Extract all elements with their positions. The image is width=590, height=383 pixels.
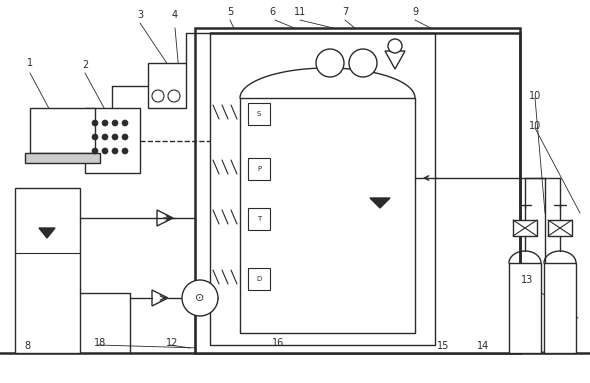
Text: 6: 6 — [269, 7, 275, 17]
Circle shape — [112, 148, 118, 154]
Bar — [210, 33, 435, 345]
Circle shape — [388, 39, 402, 53]
Bar — [148, 63, 186, 108]
Circle shape — [168, 90, 180, 102]
Text: P: P — [257, 166, 261, 172]
Bar — [544, 263, 576, 353]
Circle shape — [122, 134, 128, 140]
Text: S: S — [257, 111, 261, 117]
Text: 12: 12 — [166, 338, 178, 348]
Circle shape — [122, 148, 128, 154]
Bar — [248, 103, 270, 125]
Circle shape — [316, 49, 344, 77]
Text: D: D — [257, 276, 261, 282]
Text: ⊙: ⊙ — [195, 293, 205, 303]
Text: 9: 9 — [412, 7, 418, 17]
Text: 10: 10 — [529, 91, 541, 101]
Text: 7: 7 — [342, 7, 348, 17]
Circle shape — [102, 148, 108, 154]
Text: 5: 5 — [227, 7, 233, 17]
Circle shape — [92, 148, 98, 154]
Bar — [15, 188, 80, 353]
Circle shape — [182, 280, 218, 316]
Text: 16: 16 — [272, 338, 284, 348]
Bar — [30, 108, 95, 153]
Circle shape — [112, 134, 118, 140]
Text: T: T — [257, 216, 261, 222]
Text: 3: 3 — [137, 10, 143, 20]
Bar — [513, 220, 537, 236]
Bar — [248, 268, 270, 290]
Bar — [195, 28, 520, 353]
Bar — [248, 158, 270, 180]
Polygon shape — [39, 228, 55, 238]
Text: 15: 15 — [437, 341, 449, 351]
Bar — [25, 153, 100, 163]
Circle shape — [122, 120, 128, 126]
Bar — [248, 208, 270, 230]
Circle shape — [102, 120, 108, 126]
Circle shape — [92, 120, 98, 126]
Text: 13: 13 — [521, 275, 533, 285]
Text: 10: 10 — [529, 121, 541, 131]
Text: 8: 8 — [24, 341, 30, 351]
Bar — [509, 263, 541, 353]
Circle shape — [112, 120, 118, 126]
Text: 2: 2 — [82, 60, 88, 70]
Circle shape — [92, 134, 98, 140]
Polygon shape — [370, 198, 390, 208]
Circle shape — [349, 49, 377, 77]
Text: 4: 4 — [172, 10, 178, 20]
Text: 18: 18 — [94, 338, 106, 348]
Bar — [240, 98, 415, 333]
Circle shape — [152, 90, 164, 102]
Bar — [85, 108, 140, 173]
Text: 1: 1 — [27, 58, 33, 68]
Text: 11: 11 — [294, 7, 306, 17]
Bar — [548, 220, 572, 236]
Text: 14: 14 — [477, 341, 489, 351]
Circle shape — [102, 134, 108, 140]
